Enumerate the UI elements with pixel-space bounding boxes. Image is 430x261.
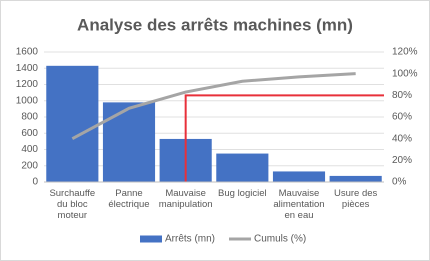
x-tick-label: Bug logiciel	[218, 188, 267, 199]
bar	[216, 153, 269, 182]
y2-tick-label: 40%	[392, 133, 412, 144]
x-tick-label: Mauvaise alimentation en eau	[273, 188, 325, 221]
cumulative-line	[71, 72, 356, 140]
y-tick-label: 200	[21, 160, 38, 171]
bar	[46, 65, 99, 182]
y2-tick-label: 0%	[392, 177, 407, 188]
y-tick-label: 1200	[16, 79, 39, 90]
y-tick-label: 0	[32, 177, 38, 188]
y-tick-label: 400	[21, 144, 38, 155]
legend-label: Arrêts (mn)	[165, 234, 215, 245]
bar	[102, 102, 156, 182]
y2-tick-label: 100%	[392, 68, 418, 79]
x-tick-label: Surchauffe du bloc moteur	[49, 188, 96, 221]
legend-swatch	[140, 235, 162, 243]
y-tick-label: 1000	[16, 95, 39, 106]
x-tick-label: Mauvaise manipulation	[158, 188, 213, 210]
x-tick-label: Usure des pièces	[334, 188, 378, 210]
y2-tick-label: 60%	[392, 112, 412, 123]
y-tick-label: 1400	[16, 63, 39, 74]
bar	[329, 175, 382, 182]
y2-tick-label: 120%	[392, 47, 418, 58]
y-tick-label: 800	[21, 112, 38, 123]
chart-title: Analyse des arrêts machines (mn)	[77, 15, 353, 34]
x-tick-label: Panne électrique	[108, 188, 150, 210]
reference-line	[184, 94, 384, 182]
y-tick-label: 600	[21, 128, 38, 139]
y2-tick-label: 80%	[392, 90, 412, 101]
y2-tick-label: 20%	[392, 155, 412, 166]
bar	[272, 171, 326, 182]
legend-label: Cumuls (%)	[254, 234, 306, 245]
y-tick-label: 1600	[16, 47, 39, 58]
